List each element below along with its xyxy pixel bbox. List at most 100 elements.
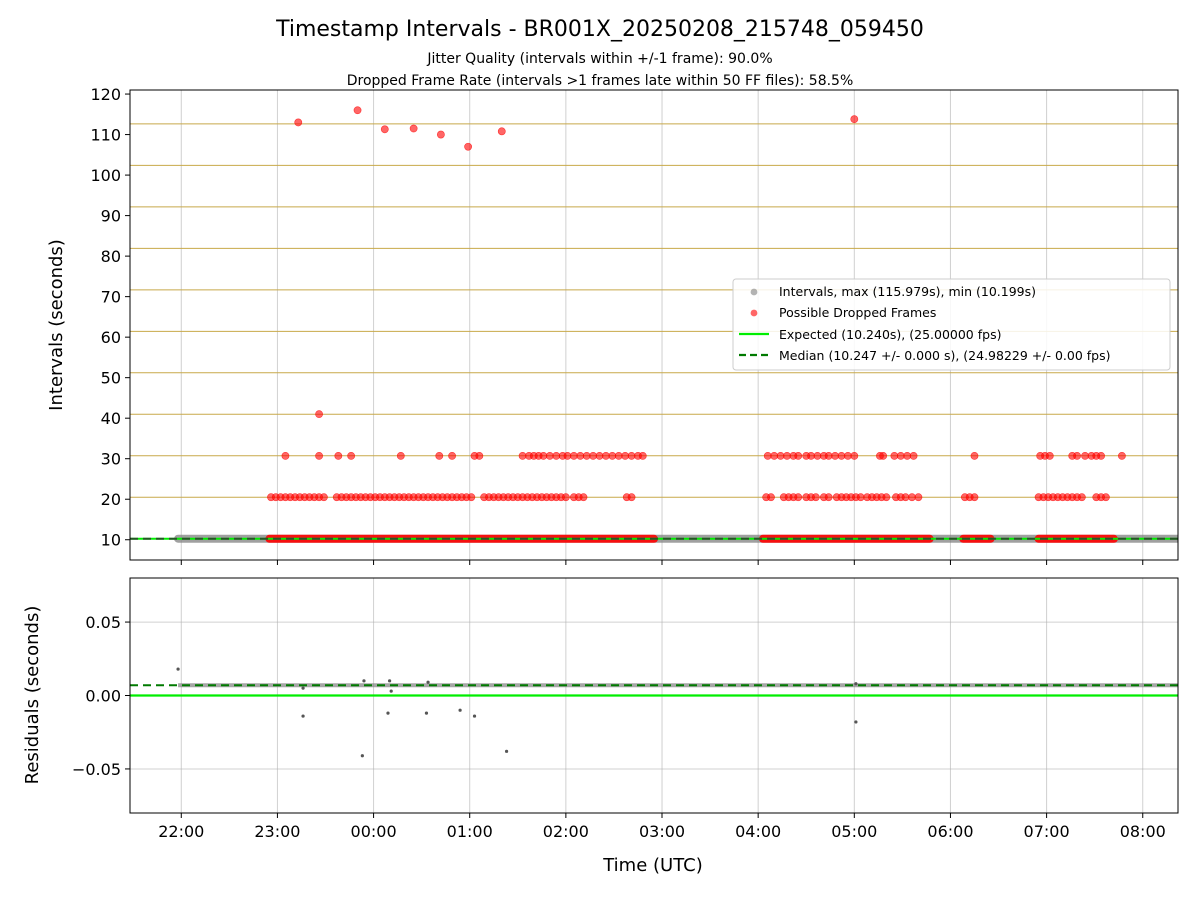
y-tick-label: 70 — [101, 288, 121, 307]
y-tick-label: 50 — [101, 369, 121, 388]
legend-entry-intervals: Intervals, max (115.979s), min (10.199s) — [779, 284, 1036, 299]
chart-subtitle-jitter: Jitter Quality (intervals within +/-1 fr… — [426, 51, 772, 67]
x-tick-label: 04:00 — [735, 822, 781, 841]
dropped-frame-point — [380, 125, 389, 134]
dropped-frame-point — [436, 130, 445, 139]
dropped-frame-point — [882, 493, 891, 502]
residual-point — [424, 711, 429, 715]
residual-point — [389, 689, 393, 693]
bottom-y-axis-title: Residuals (seconds) — [22, 606, 43, 785]
legend-frame — [732, 278, 1171, 371]
residual-point — [854, 682, 858, 686]
dropped-frame-point — [1045, 451, 1054, 460]
residual-point — [176, 667, 180, 671]
dropped-frame-point — [315, 410, 323, 419]
legend-entry-dropped: Possible Dropped Frames — [779, 305, 936, 320]
chart-title: Timestamp Intervals - BR001X_20250208_21… — [275, 17, 924, 42]
y-tick-label: 120 — [90, 85, 121, 104]
dropped-frame-point — [909, 451, 918, 460]
x-tick-label: 00:00 — [351, 822, 397, 841]
dropped-frame-point — [497, 127, 506, 136]
residual-point — [504, 749, 509, 753]
dropped-frame-point — [794, 451, 803, 460]
dropped-frame-point — [315, 451, 323, 460]
residuals-panel: 0.05 0.00 −0.05 22:00 23:00 00:00 01:00 02:00 03… — [72, 577, 1179, 841]
top-axes-frame — [129, 89, 1179, 561]
dropped-frame-point — [294, 118, 303, 127]
dropped-frame-point — [1077, 493, 1086, 502]
dropped-frame-point — [1073, 451, 1081, 460]
dropped-frame-point — [638, 451, 647, 460]
y-tick-label: 80 — [101, 247, 121, 266]
bottom-plot-content — [130, 667, 1178, 758]
legend: Intervals, max (115.979s), min (10.199s)… — [732, 278, 1171, 371]
residual-point — [854, 720, 858, 724]
dropped-frame-point — [970, 493, 979, 502]
dropped-frame-point — [464, 142, 473, 151]
y-tick-label: 20 — [101, 490, 121, 509]
dropped-frame-point — [319, 493, 328, 502]
dropped-frame-point — [409, 124, 418, 133]
dropped-frame-point — [970, 451, 979, 460]
x-axis-title: Time (UTC) — [602, 855, 703, 876]
dropped-frame-point — [448, 451, 456, 460]
dropped-frame-point — [811, 493, 820, 502]
dropped-frame-point — [1118, 451, 1126, 460]
x-tick-label: 02:00 — [543, 822, 589, 841]
dropped-frame-point — [767, 493, 775, 502]
y-tick-label: 30 — [101, 450, 121, 469]
top-plot-content — [130, 106, 1178, 543]
residual-point — [472, 714, 477, 718]
residual-point — [360, 754, 364, 758]
legend-marker-intervals — [750, 288, 758, 296]
x-tick-label: 07:00 — [1024, 822, 1070, 841]
x-tick-label: 03:00 — [639, 822, 685, 841]
dropped-frame-point — [627, 493, 636, 502]
dropped-frame-point — [824, 493, 833, 502]
dropped-frame-point — [396, 451, 405, 460]
dropped-frame-point — [850, 115, 859, 124]
residual-point — [387, 679, 392, 683]
y-tick-label: −0.05 — [72, 760, 121, 779]
residual-point — [426, 680, 430, 684]
residual-point — [362, 679, 366, 683]
dropped-frame-point — [850, 451, 859, 460]
y-tick-label: 0.05 — [85, 613, 121, 632]
x-tick-label: 01:00 — [447, 822, 493, 841]
dropped-frame-point — [1097, 451, 1105, 460]
dropped-frame-point — [579, 493, 588, 502]
y-tick-label: 40 — [101, 409, 121, 428]
y-tick-label: 60 — [101, 328, 121, 347]
dropped-frame-point — [281, 451, 290, 460]
legend-entry-expected: Expected (10.240s), (25.00000 fps) — [779, 327, 1001, 342]
y-tick-label: 90 — [101, 207, 121, 226]
dropped-frame-point — [1101, 493, 1110, 502]
dropped-frame-point — [879, 451, 888, 460]
dropped-frame-point — [435, 451, 444, 460]
residual-point — [386, 711, 390, 715]
chart-subtitle-dropped: Dropped Frame Rate (intervals >1 frames … — [347, 73, 854, 89]
legend-marker-dropped — [750, 309, 758, 317]
x-tick-label: 23:00 — [254, 822, 300, 841]
dropped-frame-point — [334, 451, 343, 460]
dropped-frame-point — [914, 493, 923, 502]
dropped-frame-point — [794, 493, 803, 502]
x-tick-label: 08:00 — [1120, 822, 1166, 841]
y-tick-label: 110 — [90, 126, 121, 145]
x-tick-label: 06:00 — [927, 822, 973, 841]
dropped-frame-point — [353, 106, 362, 115]
dropped-frame-point — [467, 493, 476, 502]
y-tick-label: 0.00 — [85, 687, 121, 706]
residual-point — [458, 708, 462, 712]
y-tick-label: 100 — [90, 166, 121, 185]
x-tick-label: 05:00 — [831, 822, 877, 841]
bottom-axes-frame — [129, 577, 1179, 814]
top-y-axis-title: Intervals (seconds) — [46, 239, 67, 411]
x-tick-label: 22:00 — [158, 822, 204, 841]
legend-entry-median: Median (10.247 +/- 0.000 s), (24.98229 +… — [779, 348, 1110, 363]
dropped-frame-point — [561, 493, 570, 502]
residual-point — [301, 686, 305, 690]
dropped-frame-point — [347, 451, 356, 460]
dropped-frame-point — [475, 451, 484, 460]
